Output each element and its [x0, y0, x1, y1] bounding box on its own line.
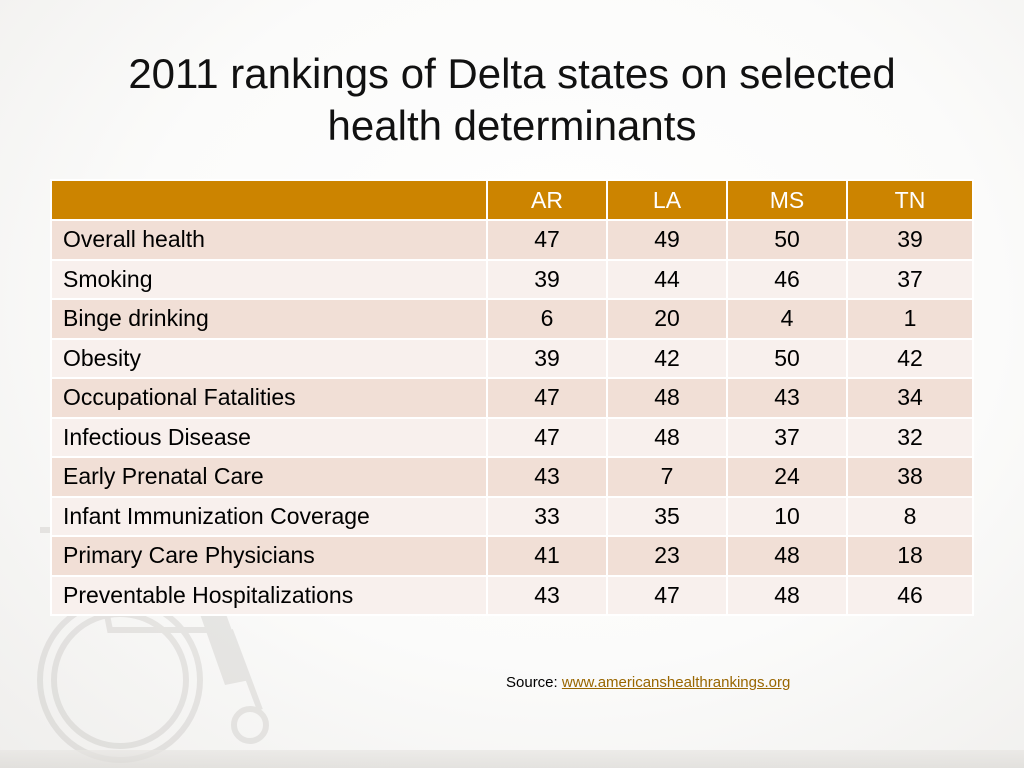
- cell-ms: 50: [726, 219, 848, 261]
- cell-ms: 4: [726, 298, 848, 340]
- cell-tn: 42: [846, 337, 974, 379]
- row-label: Early Prenatal Care: [50, 456, 488, 498]
- cell-tn: 8: [846, 495, 974, 537]
- cell-la: 7: [606, 456, 728, 498]
- cell-ms: 50: [726, 337, 848, 379]
- slide-title-line-2: health determinants: [327, 102, 697, 149]
- row-label: Preventable Hospitalizations: [50, 574, 488, 616]
- cell-tn: 37: [846, 258, 974, 300]
- header-cell-ms: MS: [726, 179, 848, 221]
- cell-la: 42: [606, 337, 728, 379]
- cell-ar: 47: [486, 219, 608, 261]
- row-label: Occupational Fatalities: [50, 377, 488, 419]
- table-row: Early Prenatal Care 43 7 24 38: [50, 456, 974, 498]
- cell-tn: 18: [846, 535, 974, 577]
- table-row: Smoking 39 44 46 37: [50, 258, 974, 300]
- table-row: Primary Care Physicians 41 23 48 18: [50, 535, 974, 577]
- header-cell-blank: [50, 179, 488, 221]
- row-label: Infant Immunization Coverage: [50, 495, 488, 537]
- cell-la: 47: [606, 574, 728, 616]
- cell-ms: 48: [726, 574, 848, 616]
- cell-ms: 24: [726, 456, 848, 498]
- cell-tn: 32: [846, 416, 974, 458]
- header-cell-tn: TN: [846, 179, 974, 221]
- cell-tn: 38: [846, 456, 974, 498]
- cell-ar: 39: [486, 337, 608, 379]
- header-cell-la: LA: [606, 179, 728, 221]
- source-label: Source:: [506, 674, 562, 691]
- cell-ar: 39: [486, 258, 608, 300]
- row-label: Smoking: [50, 258, 488, 300]
- cell-la: 49: [606, 219, 728, 261]
- cell-la: 48: [606, 377, 728, 419]
- header-cell-ar: AR: [486, 179, 608, 221]
- table-row: Overall health 47 49 50 39: [50, 219, 974, 261]
- table-row: Preventable Hospitalizations 43 47 48 46: [50, 574, 974, 616]
- cell-tn: 1: [846, 298, 974, 340]
- slide-title-line-1: 2011 rankings of Delta states on selecte…: [128, 50, 896, 97]
- table-row: Obesity 39 42 50 42: [50, 337, 974, 379]
- cell-ar: 33: [486, 495, 608, 537]
- row-label: Primary Care Physicians: [50, 535, 488, 577]
- source-link[interactable]: www.americanshealthrankings.org: [561, 674, 791, 691]
- row-label: Infectious Disease: [50, 416, 488, 458]
- table-row: Infant Immunization Coverage 33 35 10 8: [50, 495, 974, 537]
- cell-ar: 41: [486, 535, 608, 577]
- row-label: Binge drinking: [50, 298, 488, 340]
- row-label: Overall health: [50, 219, 488, 261]
- rankings-table: AR LA MS TN Overall health 47 49 50 39 S…: [50, 179, 974, 616]
- cell-ar: 47: [486, 377, 608, 419]
- cell-la: 23: [606, 535, 728, 577]
- cell-ms: 46: [726, 258, 848, 300]
- table-row: Occupational Fatalities 47 48 43 34: [50, 377, 974, 419]
- cell-ms: 10: [726, 495, 848, 537]
- table-row: Infectious Disease 47 48 37 32: [50, 416, 974, 458]
- table-header-row: AR LA MS TN: [50, 179, 974, 221]
- cell-ar: 43: [486, 456, 608, 498]
- cell-tn: 34: [846, 377, 974, 419]
- table-row: Binge drinking 6 20 4 1: [50, 298, 974, 340]
- cell-tn: 46: [846, 574, 974, 616]
- cell-ms: 48: [726, 535, 848, 577]
- cell-ar: 47: [486, 416, 608, 458]
- row-label: Obesity: [50, 337, 488, 379]
- cell-la: 35: [606, 495, 728, 537]
- cell-la: 48: [606, 416, 728, 458]
- slide-title: 2011 rankings of Delta states on selecte…: [40, 48, 984, 152]
- cell-la: 20: [606, 298, 728, 340]
- cell-ms: 37: [726, 416, 848, 458]
- cell-ar: 6: [486, 298, 608, 340]
- source-note: Source: www.americanshealthrankings.org: [506, 674, 790, 691]
- cell-ar: 43: [486, 574, 608, 616]
- cell-la: 44: [606, 258, 728, 300]
- footer-band: [0, 750, 1024, 768]
- cell-ms: 43: [726, 377, 848, 419]
- cell-tn: 39: [846, 219, 974, 261]
